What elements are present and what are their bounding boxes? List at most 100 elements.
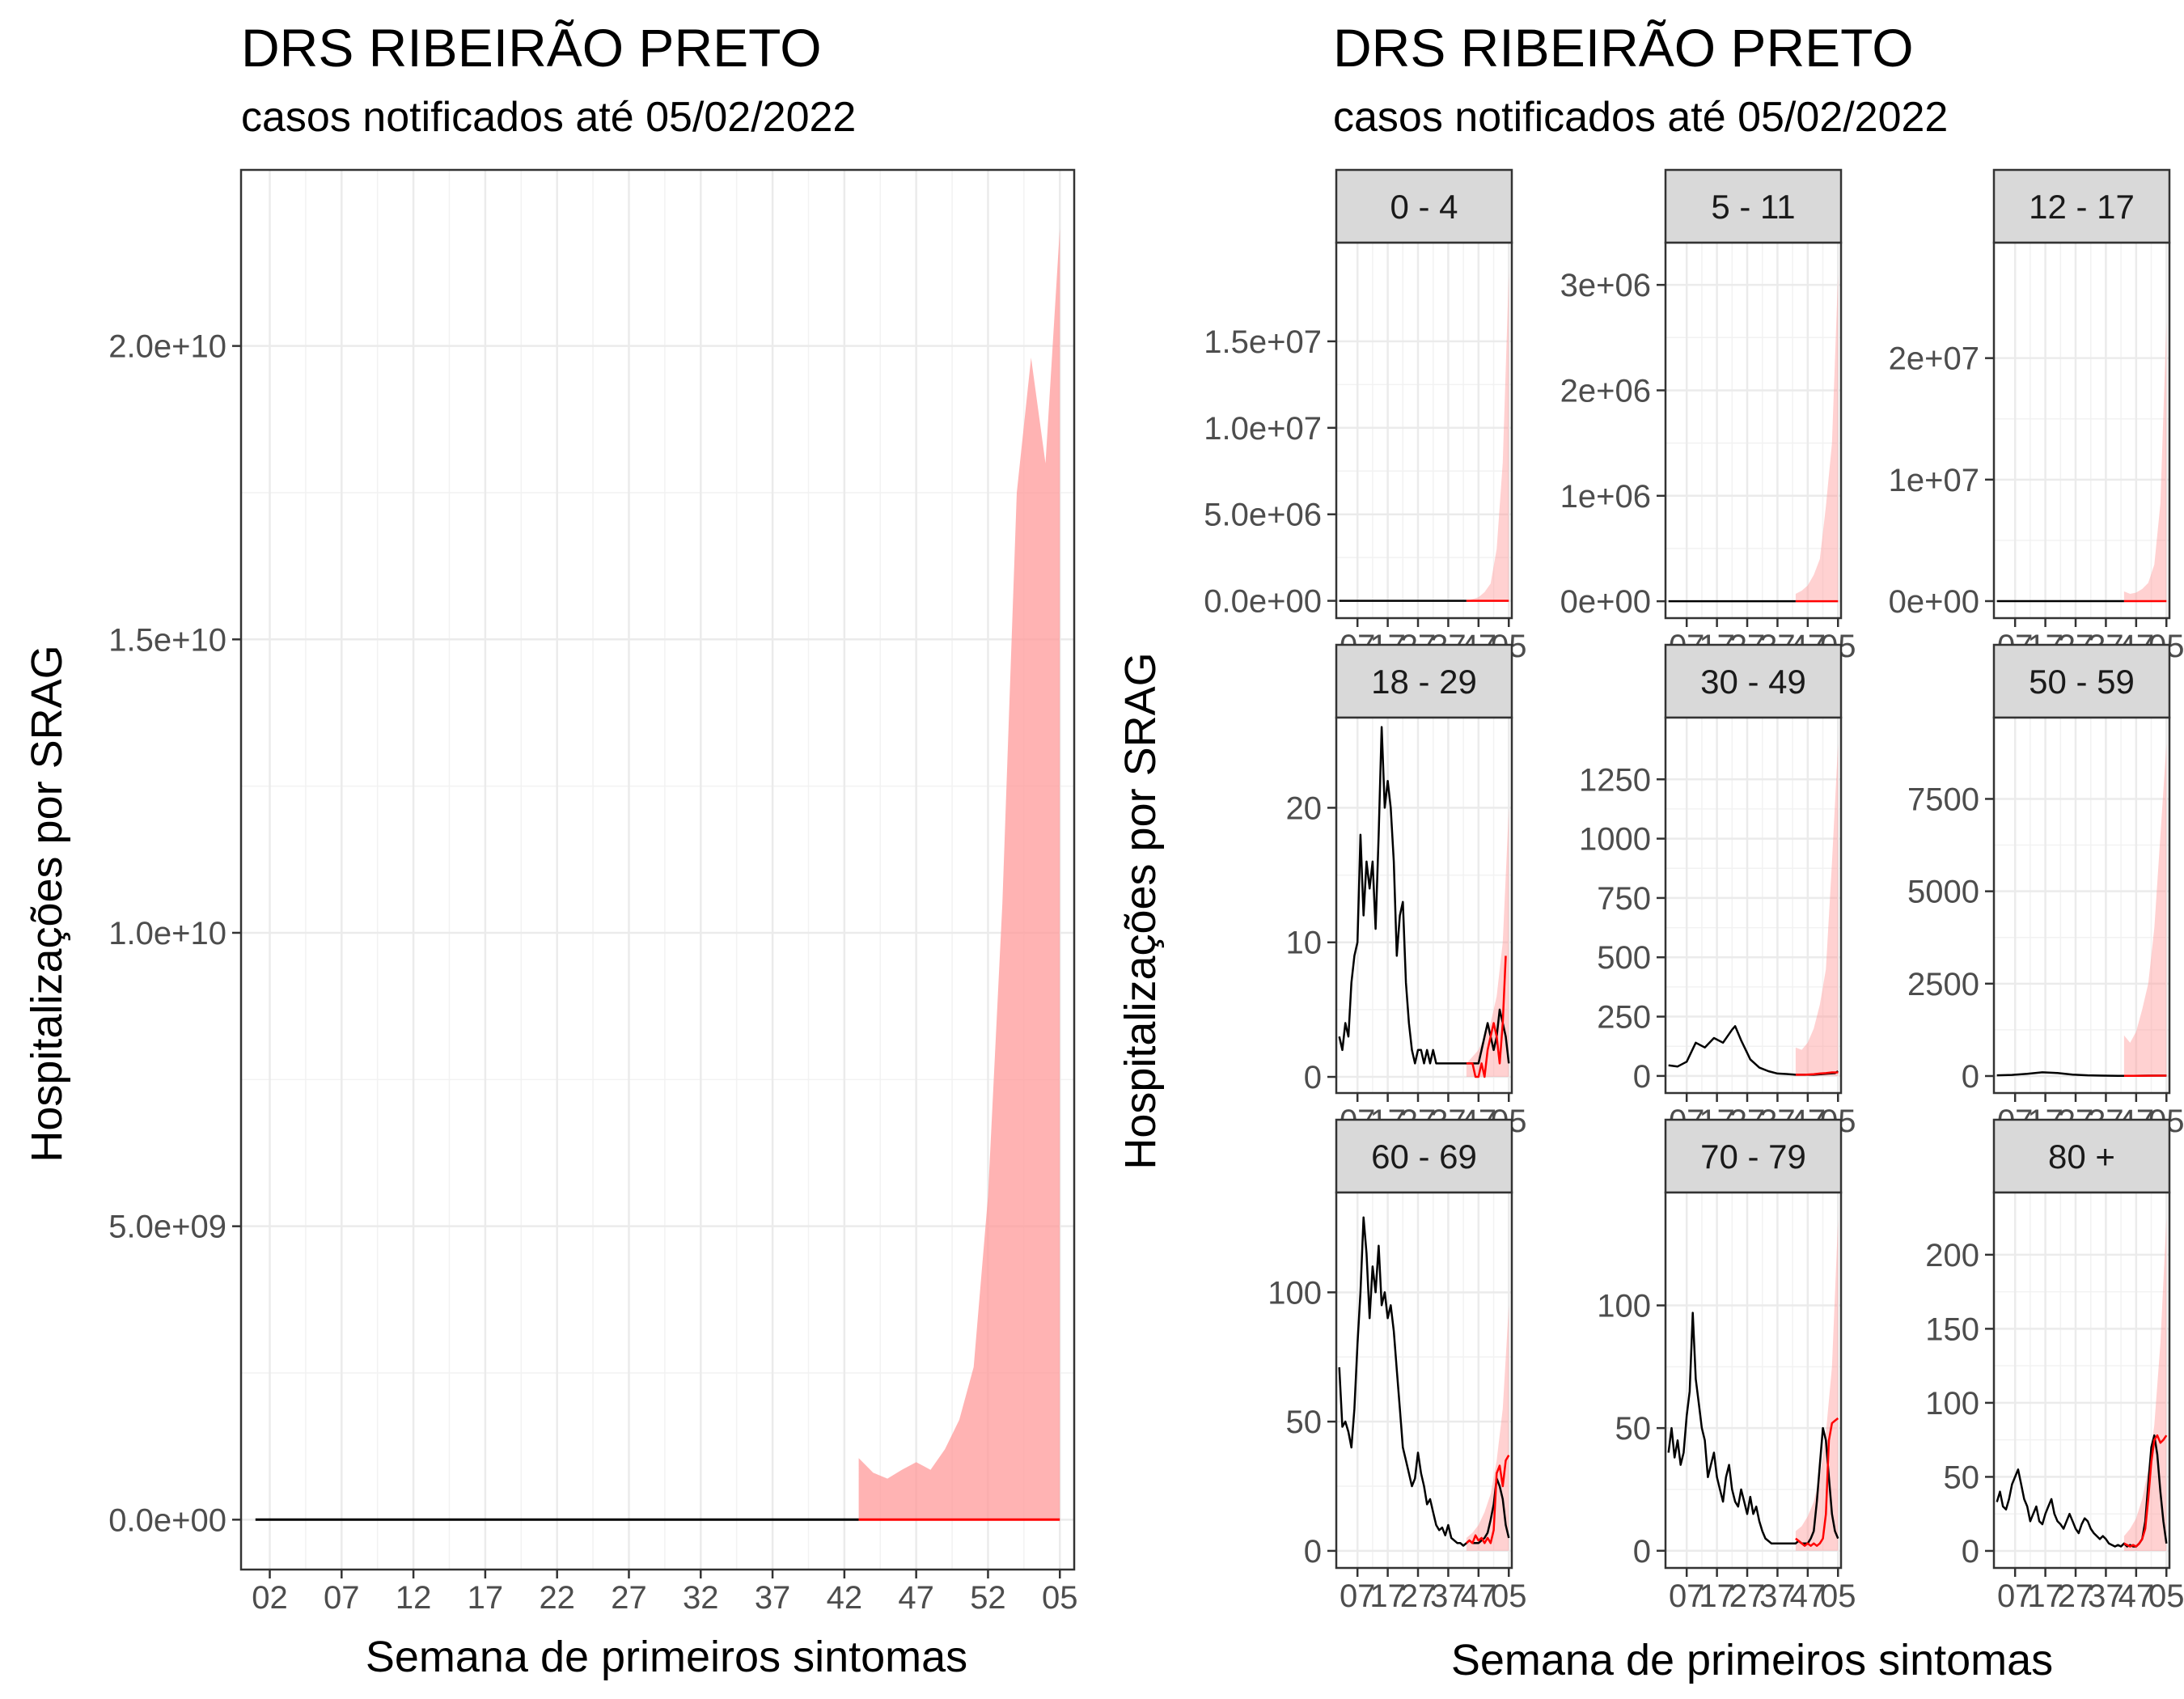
x-tick-label: 17 (468, 1580, 504, 1616)
x-tick-label: 47 (1461, 1578, 1497, 1614)
x-tick-label: 17 (1369, 1578, 1406, 1614)
y-tick-label: 50 (1944, 1460, 1980, 1495)
y-tick-label: 50 (1286, 1405, 1323, 1440)
prediction-interval-ribbon (1795, 744, 1839, 1076)
observed-line (1338, 726, 1510, 1065)
y-tick-label: 0 (1633, 1059, 1651, 1095)
facet-strip (1335, 1118, 1513, 1194)
left-plot-panel: 02 07 12 17 22 27 32 37 42 47 52 05 0.0e+00 5.0e+09 1.… (108, 168, 1078, 1616)
panel-border (1335, 1191, 1513, 1570)
facet-strip (1992, 1118, 2171, 1194)
prediction-interval-ribbon (858, 228, 1060, 1520)
observed-line (1667, 1311, 1839, 1544)
nowcast-line (1466, 1455, 1510, 1544)
panel-background (1666, 1193, 1841, 1568)
facet-strip (1664, 1118, 1843, 1194)
panel-background (1666, 243, 1841, 618)
facet-strip-label: 50 - 59 (2029, 663, 2135, 701)
facet-strip-label: 0 - 4 (1390, 188, 1458, 226)
x-tick-label: 05 (1820, 1578, 1856, 1614)
x-tick-label: 07 (1997, 1578, 2034, 1614)
facet-strip (1664, 643, 1843, 719)
x-tick-label: 37 (755, 1580, 791, 1616)
y-tick-label: 5000 (1907, 875, 1979, 910)
y-tick-label: 2e+06 (1560, 373, 1651, 409)
y-tick-label: 1000 (1579, 822, 1651, 858)
x-tick-label: 32 (683, 1580, 719, 1616)
panel-background (1336, 243, 1512, 618)
y-tick-label: 200 (1925, 1238, 1979, 1273)
y-tick-label: 0 (1962, 1059, 1979, 1095)
y-tick-label: 1.0e+10 (108, 916, 226, 951)
prediction-interval-ribbon (1466, 272, 1509, 601)
facet-panel: 50 - 590717273747050250050007500 (1907, 643, 2184, 1139)
y-tick-label: 0 (1304, 1060, 1322, 1095)
right-title: DRS RIBEIRÃO PRETO (1333, 18, 1914, 78)
x-tick-label: 02 (252, 1580, 288, 1616)
prediction-interval-ribbon (1795, 274, 1839, 602)
y-tick-label: 20 (1286, 790, 1323, 826)
facet-strip (1335, 168, 1513, 244)
nowcast-line (1795, 1071, 1839, 1076)
x-tick-label: 37 (1430, 1578, 1467, 1614)
prediction-interval-ribbon (2123, 321, 2167, 601)
y-tick-label: 100 (1597, 1289, 1651, 1324)
panel-border (1992, 716, 2171, 1095)
x-tick-label: 47 (2118, 1578, 2155, 1614)
facet-strip (1664, 168, 1843, 244)
facet-strip-label: 80 + (2048, 1138, 2115, 1176)
y-tick-label: 5.0e+06 (1204, 498, 1322, 533)
y-tick-label: 0 (1633, 1534, 1651, 1570)
panel-background (241, 170, 1074, 1570)
facet-grid: 0 - 40717273747050.0e+005.0e+061.0e+071.… (1204, 168, 2184, 1614)
facet-strip-label: 18 - 29 (1371, 663, 1477, 701)
x-tick-label: 27 (1729, 1578, 1766, 1614)
y-tick-label: 0 (1304, 1534, 1322, 1570)
nowcast-line (1795, 1417, 1839, 1547)
nowcast-line (1466, 955, 1507, 1078)
x-tick-label: 07 (1340, 1578, 1376, 1614)
right-subtitle: casos notificados até 05/02/2022 (1333, 94, 1948, 141)
left-subtitle: casos notificados até 05/02/2022 (241, 94, 856, 141)
y-tick-label: 500 (1597, 940, 1651, 976)
panel-border (1992, 241, 2171, 620)
x-tick-label: 05 (1491, 1578, 1527, 1614)
x-tick-label: 17 (1699, 1578, 1735, 1614)
observed-line (1338, 1216, 1510, 1547)
facet-strip-label: 70 - 79 (1700, 1138, 1806, 1176)
y-tick-label: 750 (1597, 881, 1651, 917)
facet-strip-label: 60 - 69 (1371, 1138, 1477, 1176)
x-tick-label: 12 (396, 1580, 432, 1616)
left-y-axis-title: Hospitalizações por SRAG (23, 645, 71, 1162)
facet-strip-label: 30 - 49 (1700, 663, 1806, 701)
x-tick-label: 37 (1759, 1578, 1796, 1614)
y-tick-label: 1.5e+10 (108, 622, 226, 658)
x-tick-label: 17 (2027, 1578, 2063, 1614)
x-tick-label: 27 (2058, 1578, 2094, 1614)
y-tick-label: 0.0e+00 (108, 1502, 226, 1538)
panel-border (239, 168, 1076, 1571)
prediction-interval-ribbon (1466, 1305, 1509, 1551)
right-x-axis-title: Semana de primeiros sintomas (1451, 1636, 2053, 1684)
y-tick-label: 2.0e+10 (108, 329, 226, 365)
panel-border (1664, 1191, 1843, 1570)
panel-border (1335, 716, 1513, 1095)
y-tick-label: 10 (1286, 926, 1323, 961)
facet-panel: 0 - 40717273747050.0e+005.0e+061.0e+071.… (1204, 168, 1527, 664)
panel-border (1664, 241, 1843, 620)
y-tick-label: 0e+00 (1889, 584, 1979, 620)
y-tick-label: 2e+07 (1889, 341, 1979, 377)
prediction-interval-ribbon (1466, 807, 1509, 1077)
panel-background (1994, 243, 2169, 618)
y-tick-label: 100 (1925, 1386, 1979, 1421)
x-tick-label: 05 (1042, 1580, 1078, 1616)
y-tick-label: 1e+06 (1560, 479, 1651, 515)
y-tick-label: 100 (1268, 1275, 1322, 1311)
x-tick-label: 27 (611, 1580, 647, 1616)
